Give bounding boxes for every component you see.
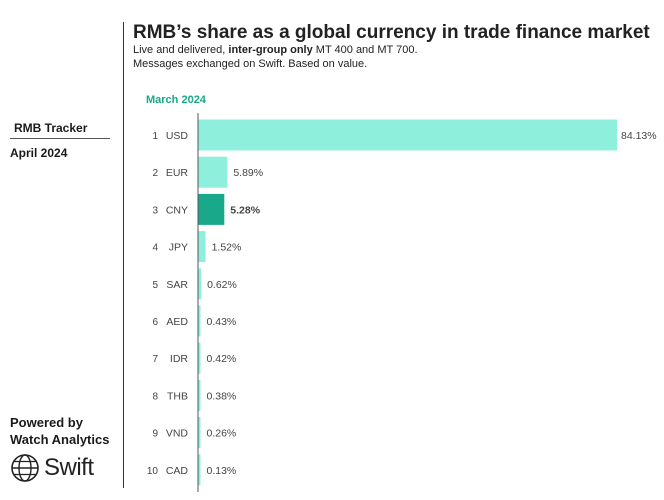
powered-by: Powered by Watch Analytics — [10, 414, 109, 448]
category-label: EUR — [166, 167, 189, 179]
value-label: 1.52% — [212, 242, 242, 254]
subtitle-line1: Live and delivered, inter-group only MT … — [133, 43, 418, 57]
bar-idr — [198, 342, 201, 374]
tracker-title: RMB Tracker — [14, 121, 88, 135]
category-label: SAR — [166, 279, 188, 291]
swift-logo: Swift — [10, 453, 94, 483]
category-label: VND — [166, 428, 189, 440]
powered-by-line1: Powered by — [10, 415, 83, 430]
bar-cny — [198, 193, 225, 225]
rank-label: 7 — [152, 354, 158, 365]
value-label: 5.89% — [233, 167, 263, 179]
bar-eur — [198, 156, 228, 188]
bar-jpy — [198, 231, 206, 263]
value-label: 84.13% — [621, 130, 657, 142]
powered-by-line2: Watch Analytics — [10, 432, 110, 447]
bar-aed — [198, 305, 201, 337]
rank-label: 1 — [152, 131, 158, 142]
subtitle-suffix: MT 400 and MT 700. — [312, 44, 418, 56]
subtitle-prefix: Live and delivered, — [133, 44, 229, 56]
value-label: 0.26% — [207, 428, 237, 440]
rank-label: 2 — [152, 168, 158, 179]
value-label: 0.43% — [207, 316, 237, 328]
bar-thb — [198, 379, 201, 411]
rank-label: 4 — [152, 243, 158, 254]
category-label: CNY — [166, 204, 188, 216]
rank-label: 5 — [152, 280, 158, 291]
period-label: March 2024 — [146, 94, 206, 106]
category-label: AED — [166, 316, 188, 328]
category-label: USD — [166, 130, 189, 142]
category-label: THB — [167, 390, 188, 402]
bar-sar — [198, 268, 202, 300]
subtitle-bold: inter-group only — [228, 44, 313, 56]
chart-title: RMB’s share as a global currency in trad… — [133, 22, 650, 43]
bar-usd — [198, 119, 617, 151]
vertical-divider — [123, 22, 124, 488]
bar-vnd — [198, 417, 201, 449]
chart-subtitle: Live and delivered, inter-group only MT … — [133, 43, 418, 71]
swift-logo-text: Swift — [44, 454, 94, 481]
bar-cad — [198, 454, 201, 486]
sidebar: RMB Tracker April 2024 Powered by Watch … — [0, 0, 124, 500]
subtitle-line2: Messages exchanged on Swift. Based on va… — [133, 58, 368, 70]
category-label: JPY — [169, 242, 188, 254]
tracker-date: April 2024 — [10, 146, 68, 160]
value-label: 0.62% — [207, 279, 237, 291]
value-label: 0.13% — [207, 465, 237, 477]
globe-icon — [11, 454, 39, 482]
category-label: CAD — [166, 465, 189, 477]
rank-label: 10 — [147, 466, 159, 477]
value-label: 0.42% — [207, 353, 237, 365]
value-label: 5.28% — [230, 204, 260, 216]
rank-label: 9 — [152, 429, 158, 440]
rank-label: 6 — [152, 317, 158, 328]
rank-label: 3 — [152, 205, 158, 216]
rank-label: 8 — [152, 391, 158, 402]
value-label: 0.38% — [207, 390, 237, 402]
tracker-divider — [10, 138, 110, 139]
category-label: IDR — [170, 353, 189, 365]
